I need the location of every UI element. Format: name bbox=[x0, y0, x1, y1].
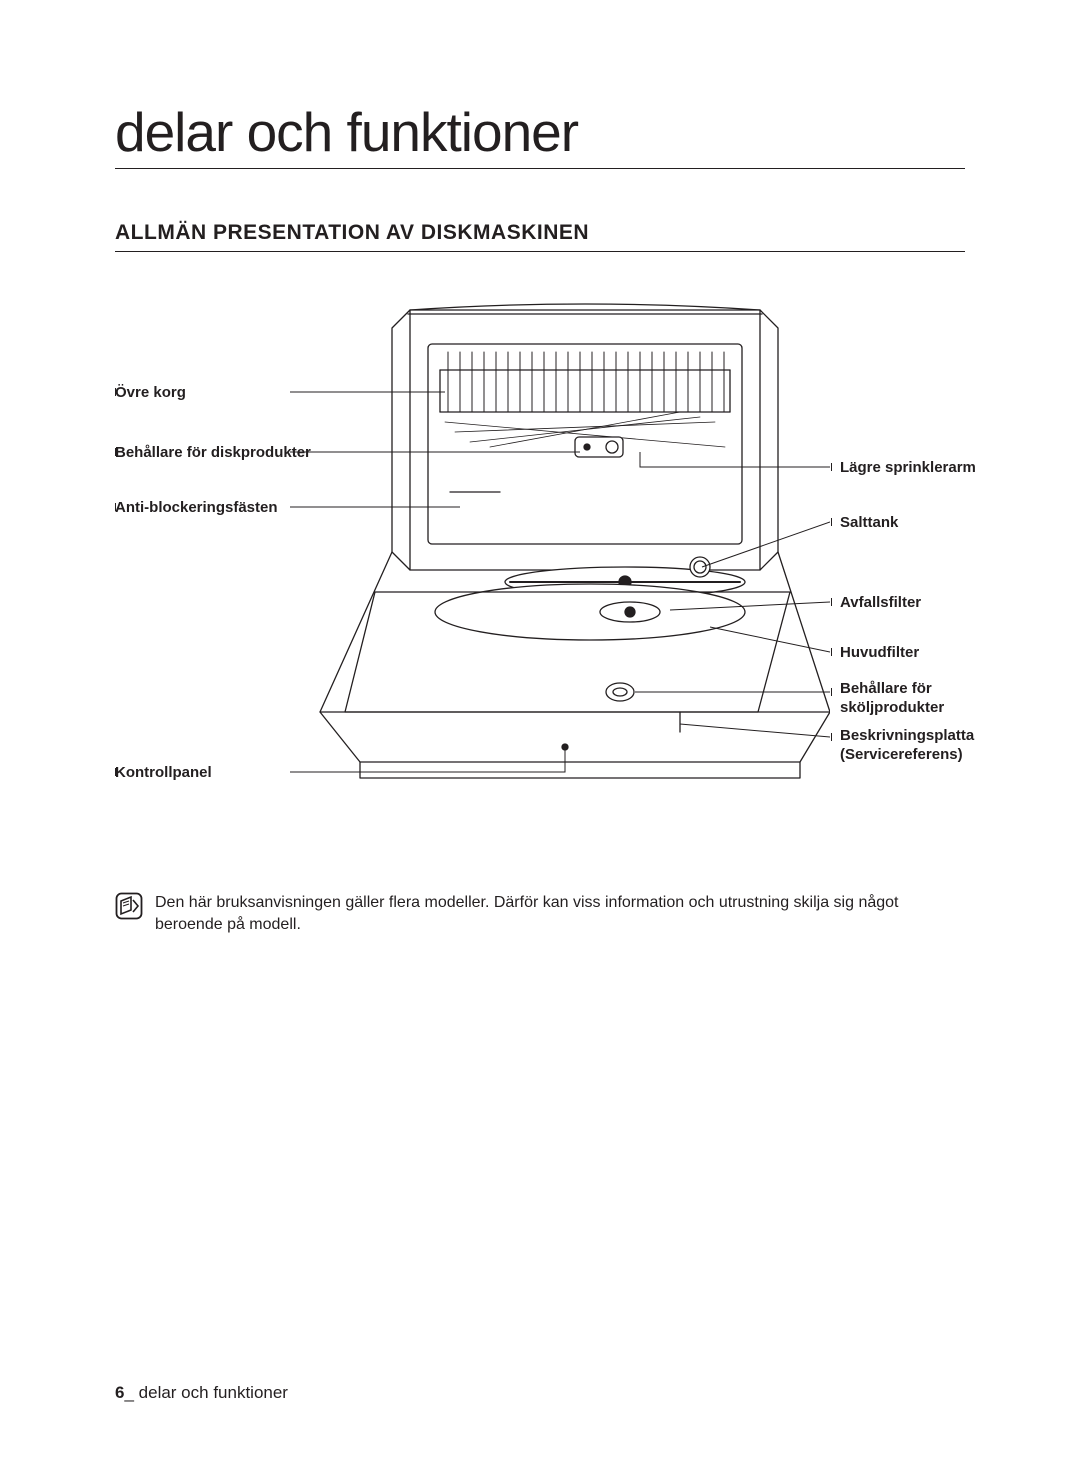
footer: 6_ delar och funktioner bbox=[115, 1383, 288, 1403]
page-title: delar och funktioner bbox=[115, 100, 965, 169]
label-anti-block: Anti-blockeringsfästen bbox=[115, 499, 278, 518]
label-lower-spray: Lägre sprinklerarm bbox=[840, 459, 976, 478]
label-salt-tank: Salttank bbox=[840, 514, 898, 533]
note-text: Den här bruksanvisningen gäller flera mo… bbox=[155, 892, 965, 935]
diagram-area: Övre korg Behållare för diskprodukter An… bbox=[115, 292, 965, 832]
dishwasher-illustration bbox=[290, 292, 830, 822]
label-waste-filter: Avfallsfilter bbox=[840, 594, 921, 613]
note-icon bbox=[115, 892, 143, 920]
label-main-filter: Huvudfilter bbox=[840, 644, 919, 663]
label-desc-plate: Beskrivningsplatta (Servicereferens) bbox=[840, 727, 1020, 765]
label-rinse-aid: Behållare för sköljprodukter bbox=[840, 680, 1020, 718]
footer-sep: _ bbox=[124, 1383, 138, 1402]
label-detergent-dispenser: Behållare för diskprodukter bbox=[115, 444, 311, 463]
label-rinse-aid-l1: Behållare för bbox=[840, 680, 932, 697]
note-row: Den här bruksanvisningen gäller flera mo… bbox=[115, 892, 965, 935]
label-desc-plate-l1: Beskrivningsplatta bbox=[840, 727, 974, 744]
label-desc-plate-l2: (Servicereferens) bbox=[840, 746, 963, 763]
footer-section: delar och funktioner bbox=[139, 1383, 288, 1402]
page: delar och funktioner ALLMÄN PRESENTATION… bbox=[0, 0, 1080, 1483]
label-upper-basket: Övre korg bbox=[115, 384, 186, 403]
label-control-panel: Kontrollpanel bbox=[115, 764, 212, 783]
label-rinse-aid-l2: sköljprodukter bbox=[840, 699, 944, 716]
section-heading: ALLMÄN PRESENTATION AV DISKMASKINEN bbox=[115, 221, 965, 252]
